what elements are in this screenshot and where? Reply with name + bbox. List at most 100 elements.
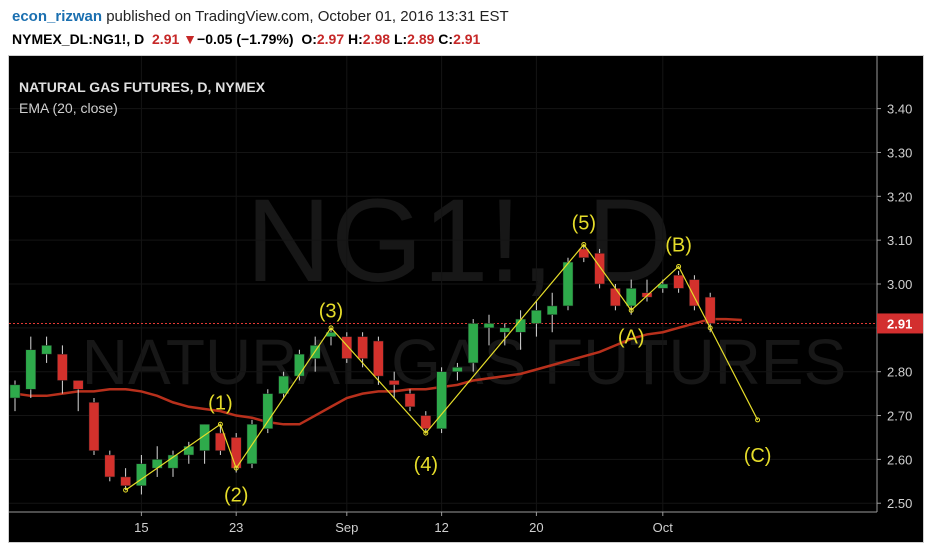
candle-body [625,288,637,307]
price-chart[interactable]: NG1!, D NATURAL GAS FUTURES (1) (2) (3) (4)… [9,56,923,542]
price-change: −0.05 (−1.79%) [197,31,294,47]
candle-up [136,455,147,495]
last-price-label: 2.91 [887,316,912,331]
candle-body [610,288,621,307]
published-text: published on TradingView.com, October 01… [106,8,509,25]
candle-body [546,305,558,315]
candle-down [373,336,384,385]
open-label: O: [301,31,317,47]
candle-down [215,424,226,455]
candle-down [88,398,100,455]
candle-up [294,349,305,381]
y-tick-label: 3.40 [887,102,912,117]
candle-down [404,389,416,412]
candle-body [420,415,432,429]
candle-down [578,244,590,263]
wave-point [707,325,713,331]
wave-point [233,465,239,471]
y-axis[interactable]: 3.403.303.203.103.002.902.802.702.602.50… [876,56,923,512]
high-value: 2.98 [362,31,391,47]
candle-up [483,314,495,346]
y-tick-label: 3.00 [887,277,912,292]
symbol-line: NYMEX_DL:NG1!, D 2.91 ▼−0.05 (−1.79%) O:… [12,28,922,50]
candle-body [57,353,68,381]
candle-body [215,432,226,451]
wave-point [581,242,587,248]
wave-point [217,421,223,427]
candle-down [357,332,368,368]
candle-up [151,446,163,477]
candle-up [183,441,195,464]
candle-body [578,248,590,258]
y-tick-label: 3.20 [887,189,912,204]
candle-body [9,384,21,399]
candle-down [594,248,605,289]
author-link[interactable]: econ_rizwan [12,8,103,25]
candle-up [452,362,463,381]
candle-body [499,327,511,333]
down-arrow-icon: ▼ [183,31,198,47]
candle-body [278,375,289,394]
candle-body [104,454,116,478]
chart-panel[interactable]: NG1!, D NATURAL GAS FUTURES (1) (2) (3) (4)… [8,55,924,543]
candle-body [136,463,147,486]
candle-body [689,279,700,307]
candle-up [531,301,542,337]
wave-point [328,325,334,331]
chart-header: econ_rizwan published on TradingView.com… [12,6,922,50]
wave-label: (1) [208,392,232,414]
wave-point [755,417,761,423]
candle-body [404,393,416,408]
candle-body [151,459,163,469]
candle-up [546,292,558,333]
candle-body [88,402,100,451]
wave-point [423,430,429,436]
x-tick-label: 23 [229,520,243,535]
candle-up [436,367,447,434]
low-value: 2.89 [407,31,435,47]
wave-label: (2) [224,484,248,506]
ema-line [14,317,742,426]
high-label: H: [348,31,363,47]
y-tick-label: 2.80 [887,365,912,380]
candle-body [388,380,400,386]
wave-annotations: (1) (2) (3) (4) (5) (A) (B) (C) [123,213,772,506]
candle-body [373,340,384,377]
symbol-name: NYMEX_DL:NG1!, D [12,31,145,47]
y-tick-label: 3.30 [887,145,912,160]
wave-label: (B) [665,235,692,257]
candles [9,244,716,495]
candle-down [57,345,68,394]
candle-body [515,318,526,333]
wave-label: (3) [319,300,343,322]
wave-point [676,263,682,269]
candle-up [199,424,210,464]
close-label: C: [438,31,454,47]
ema-layer [14,317,742,426]
candle-body [120,476,131,486]
last-price-badge [877,313,923,334]
candle-down [420,411,432,434]
wave-label: (4) [414,454,438,476]
wave-line [125,243,759,491]
watermark-name: NATURAL GAS FUTURES [82,326,847,398]
wave-label: (A) [618,327,645,349]
y-tick-label: 2.60 [887,452,912,467]
x-axis[interactable]: 15 23 Sep 12 20 Oct [9,511,877,535]
wave-point [628,307,634,313]
candle-down [689,275,700,311]
candle-up [278,371,289,398]
candle-down [341,332,353,363]
candle-body [357,336,368,359]
candle-body [562,261,574,307]
wave-label: (C) [744,445,772,467]
candle-up [41,336,52,363]
candle-up [25,336,37,398]
watermark-symbol: NG1!, D [246,175,672,307]
candle-body [41,345,52,355]
candle-body [72,380,84,390]
y-tick-label: 3.10 [887,233,912,248]
candle-body [452,367,463,372]
y-tick-label: 2.50 [887,496,912,511]
candle-up [625,279,637,315]
